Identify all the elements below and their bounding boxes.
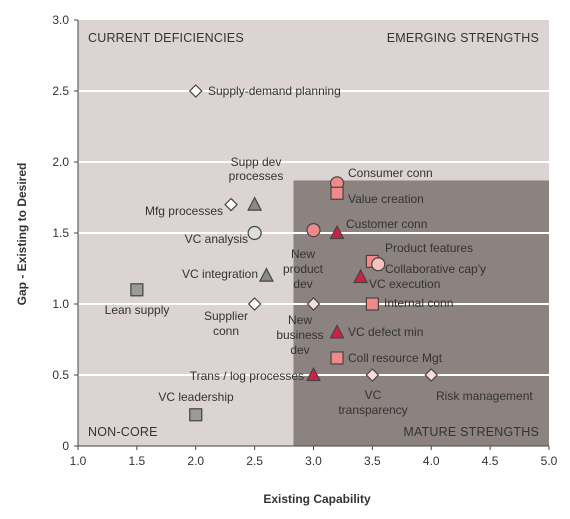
square-marker — [130, 283, 144, 297]
data-markers — [130, 84, 439, 422]
point-label: VC transparency — [338, 388, 407, 417]
y-tick-label: 1.0 — [52, 297, 69, 311]
point-label: Supp dev processes — [229, 155, 284, 183]
x-tick-label: 1.5 — [129, 454, 146, 468]
quadrant-label: CURRENT DEFICIENCIES — [88, 31, 244, 45]
point-label: Risk management — [436, 389, 533, 403]
point-label: Collaborative cap'y — [385, 262, 486, 276]
diamond-marker — [188, 84, 203, 98]
x-tick-label: 3.0 — [305, 454, 322, 468]
diamond-marker — [224, 197, 238, 212]
diamond-marker — [365, 368, 380, 382]
triangle-marker — [247, 196, 263, 211]
y-tick-label: 1.5 — [52, 226, 69, 240]
square-marker — [330, 351, 344, 365]
quadrant-label: NON-CORE — [88, 425, 158, 439]
x-tick-label: 2.5 — [246, 454, 263, 468]
point-label: Product features — [385, 241, 473, 255]
point-label: Mfg processes — [145, 204, 223, 218]
point-label: Lean supply — [105, 303, 170, 317]
circle-marker — [247, 225, 262, 241]
point-label: New business dev — [276, 313, 323, 357]
y-tick-label: 3.0 — [52, 13, 69, 27]
axes: 1.0 1.5 2.0 2.5 3.0 3.5 4.0 4.5 5.0 0 0.5 1.0 1.5 2.0… — [52, 13, 557, 468]
point-label: Customer conn — [346, 217, 427, 231]
point-label: Trans / log processes — [190, 369, 304, 383]
x-axis-title: Existing Capability — [263, 492, 371, 506]
x-tick-label: 4.5 — [482, 454, 499, 468]
point-label: VC integration — [182, 267, 258, 281]
square-marker — [365, 297, 379, 311]
y-axis-title: Gap - Existing to Desired — [15, 163, 29, 306]
point-label: VC analysis — [185, 232, 248, 246]
point-label: VC leadership — [158, 390, 234, 404]
square-marker — [189, 408, 203, 422]
point-label: VC execution — [369, 277, 440, 291]
quadrant-label: EMERGING STRENGTHS — [387, 31, 539, 45]
triangle-marker — [353, 268, 369, 284]
circle-marker — [306, 223, 321, 238]
point-label: VC defect min — [348, 325, 423, 339]
y-tick-label: 0 — [62, 439, 69, 453]
y-tick-label: 2.0 — [52, 155, 69, 169]
triangle-marker — [329, 224, 345, 240]
quadrant-label: MATURE STRENGTHS — [403, 425, 539, 439]
x-tick-label: 2.0 — [187, 454, 204, 468]
mature-strengths-region — [293, 180, 549, 446]
quadrant-labels: CURRENT DEFICIENCIES EMERGING STRENGTHS NO… — [88, 31, 539, 439]
point-label: Value creation — [348, 192, 424, 206]
diamond-marker — [424, 368, 439, 382]
diamond-marker — [306, 297, 321, 311]
point-label: Consumer conn — [348, 166, 433, 180]
triangle-marker — [258, 267, 274, 282]
data-labels: Supply-demand planning Mfg processes Supp … — [105, 84, 534, 417]
point-label: Coll resource Mgt — [348, 351, 443, 365]
x-tick-label: 3.5 — [364, 454, 381, 468]
circle-marker — [371, 257, 386, 272]
x-tick-label: 1.0 — [70, 454, 87, 468]
diamond-marker — [247, 297, 262, 311]
y-tick-label: 2.5 — [52, 84, 69, 98]
x-tick-label: 5.0 — [541, 454, 558, 468]
x-tick-label: 4.0 — [423, 454, 440, 468]
y-tick-label: 0.5 — [52, 368, 69, 382]
point-label: Supply-demand planning — [208, 84, 341, 98]
square-marker — [330, 186, 344, 200]
triangle-marker — [329, 324, 345, 339]
point-label: Internal conn — [384, 296, 453, 310]
triangle-marker — [306, 366, 321, 382]
point-label: New product dev — [283, 247, 324, 291]
point-label: Supplier conn — [204, 309, 248, 338]
